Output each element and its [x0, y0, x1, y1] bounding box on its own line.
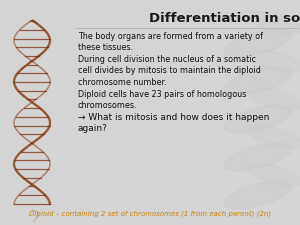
Ellipse shape — [224, 105, 292, 133]
Ellipse shape — [224, 29, 292, 57]
Text: → What is mitosis and how does it happen
again?: → What is mitosis and how does it happen… — [78, 113, 269, 133]
Text: Diploid cells have 23 pairs of homologous
chromosomes.: Diploid cells have 23 pairs of homologou… — [78, 90, 246, 110]
Text: Diploid – containing 2 set of chromosomes (1 from each parent) (2n): Diploid – containing 2 set of chromosome… — [29, 210, 271, 217]
Ellipse shape — [224, 181, 292, 209]
Ellipse shape — [224, 143, 292, 171]
Ellipse shape — [224, 67, 292, 95]
Ellipse shape — [248, 12, 300, 34]
Ellipse shape — [248, 88, 300, 110]
Text: During cell division the nucleus of a somatic
cell divides by mitosis to maintai: During cell division the nucleus of a so… — [78, 55, 261, 87]
Ellipse shape — [248, 126, 300, 148]
Text: The body organs are formed from a variety of
these tissues.: The body organs are formed from a variet… — [78, 32, 263, 52]
Text: Differentiation in somatic cells: Differentiation in somatic cells — [149, 12, 300, 25]
Ellipse shape — [248, 50, 300, 72]
Ellipse shape — [248, 164, 300, 186]
